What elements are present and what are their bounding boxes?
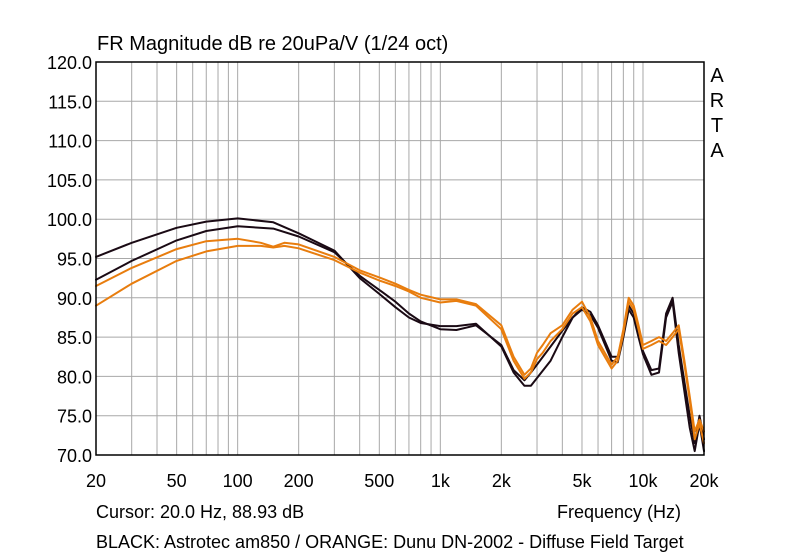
legend-text: BLACK: Astrotec am850 / ORANGE: Dunu DN-… xyxy=(96,532,684,552)
y-tick-labels: 70.0 75.0 80.0 85.0 90.0 95.0 100.0 105.0 110.0 1… xyxy=(47,53,92,466)
x-tick-label: 200 xyxy=(284,471,314,491)
watermark-letter: A xyxy=(710,65,724,87)
x-tick-label: 1k xyxy=(431,471,451,491)
y-tick-label: 90.0 xyxy=(57,289,92,309)
x-tick-label: 50 xyxy=(167,471,187,491)
series-line-orange-4 xyxy=(95,244,705,445)
x-tick-label: 2k xyxy=(492,471,512,491)
x-tick-label: 10k xyxy=(628,471,658,491)
x-tick-label: 20 xyxy=(86,471,106,491)
series-line-black-2 xyxy=(95,225,705,453)
y-tick-label: 75.0 xyxy=(57,407,92,427)
y-tick-label: 100.0 xyxy=(47,210,92,230)
series-layer xyxy=(95,217,705,453)
y-tick-label: 115.0 xyxy=(48,92,92,112)
series-line-black-1 xyxy=(95,217,705,445)
y-tick-label: 95.0 xyxy=(57,250,92,270)
chart-title: FR Magnitude dB re 20uPa/V (1/24 oct) xyxy=(97,33,448,55)
x-tick-label: 5k xyxy=(572,471,592,491)
watermark-letter: A xyxy=(710,140,724,162)
x-tick-labels: 20 50 100 200 500 1k 2k 5k 10k 20k xyxy=(86,471,720,491)
cursor-readout: Cursor: 20.0 Hz, 88.93 dB xyxy=(96,502,304,522)
watermark-letter: R xyxy=(710,90,724,112)
y-tick-label: 105.0 xyxy=(47,171,92,191)
x-tick-label: 500 xyxy=(364,471,394,491)
x-tick-label: 20k xyxy=(689,471,719,491)
y-tick-label: 110.0 xyxy=(48,132,92,152)
plot-frame xyxy=(95,61,705,456)
y-tick-label: 70.0 xyxy=(57,446,92,466)
series-line-orange-3 xyxy=(95,237,705,433)
y-tick-label: 85.0 xyxy=(57,328,92,348)
y-tick-label: 80.0 xyxy=(57,367,92,387)
x-tick-label: 100 xyxy=(223,471,253,491)
y-tick-label: 120.0 xyxy=(47,53,92,73)
watermark-letter: T xyxy=(711,115,723,137)
x-axis-label: Frequency (Hz) xyxy=(557,502,681,522)
